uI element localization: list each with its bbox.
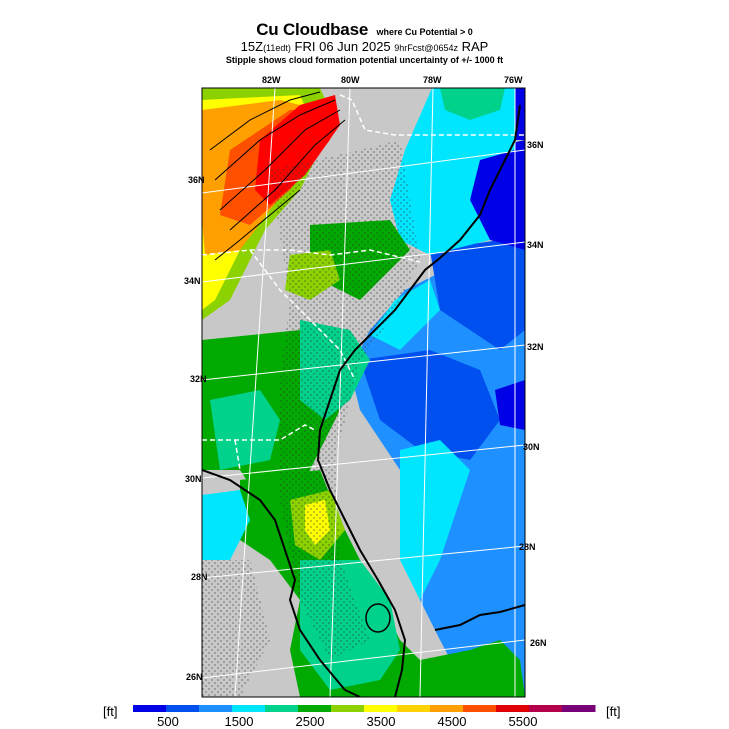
teal-strip-ne xyxy=(440,88,505,120)
lat-label-right-36n: 36N xyxy=(527,140,544,150)
ocean-cloudbase-blue-south xyxy=(360,350,500,460)
colorbar-swatch xyxy=(265,705,299,712)
lat-label-right-34n: 34N xyxy=(527,240,544,250)
colorbar-swatch xyxy=(529,705,563,712)
lon-label-76w: 76W xyxy=(504,75,523,85)
coastline xyxy=(202,104,525,697)
colorbar-swatch xyxy=(397,705,431,712)
map-title: Cu Cloudbase where Cu Potential > 0 xyxy=(0,20,729,40)
model-name: RAP xyxy=(461,39,489,54)
colorbar-tick-3500: 3500 xyxy=(366,714,396,729)
colorbar-tick-5500: 5500 xyxy=(508,714,538,729)
colorbar-tick-4500: 4500 xyxy=(437,714,467,729)
cyan-band-north xyxy=(390,88,515,255)
ocean-cloudbase-blue xyxy=(430,240,525,350)
colorbar-swatch xyxy=(364,705,398,712)
lat-label-left-30n: 30N xyxy=(185,474,202,484)
lat-lon-grid xyxy=(202,88,525,697)
cyan-band-ga xyxy=(370,280,440,350)
colorbar-swatch xyxy=(133,705,167,712)
title-condition: where Cu Potential > 0 xyxy=(376,27,473,37)
local-time: (11edt) xyxy=(263,43,291,53)
lat-label-right-26n: 26N xyxy=(530,638,547,648)
lat-label-left-34n: 34N xyxy=(184,276,201,286)
lat-label-left-26n: 26N xyxy=(186,672,203,682)
colorbar xyxy=(133,705,596,712)
colorbar-tick-500: 500 xyxy=(157,714,179,729)
stipple-uncertainty-coast xyxy=(270,140,420,660)
colorbar-unit-right: [ft] xyxy=(606,704,621,719)
state-borders xyxy=(202,94,525,471)
colorbar-unit-left: [ft] xyxy=(103,704,118,719)
forecast-time-line: 15Z(11edt) FRI 06 Jun 2025 9hrFcst@0654z… xyxy=(0,39,729,54)
colorbar-swatch xyxy=(166,705,200,712)
map-frame xyxy=(201,87,526,698)
lake-okeechobee xyxy=(365,603,391,633)
teal-area-ga xyxy=(210,390,280,470)
ocean-cloudbase-deep-blue xyxy=(470,140,525,250)
cyan-area-fl-west xyxy=(202,490,250,560)
lon-label-80w: 80W xyxy=(341,75,360,85)
colorbar-swatch xyxy=(496,705,530,712)
lat-label-right-32n: 32N xyxy=(527,342,544,352)
lat-label-left-28n: 28N xyxy=(191,572,208,582)
cyan-band-fl-east xyxy=(400,440,470,600)
colorbar-swatch xyxy=(298,705,332,712)
valid-time: 15Z xyxy=(240,39,264,54)
lat-label-right-30n: 30N xyxy=(523,442,540,452)
title-main: Cu Cloudbase xyxy=(256,20,369,39)
colorbar-swatch xyxy=(232,705,266,712)
forecast-hour: 9hrFcst@0654z xyxy=(394,43,458,53)
colorbar-swatch xyxy=(331,705,365,712)
lon-label-82w: 82W xyxy=(262,75,281,85)
colorbar-swatch xyxy=(463,705,497,712)
ocean-cloudbase-deep-blue-2 xyxy=(495,380,525,430)
lat-label-left-36n: 36N xyxy=(188,175,205,185)
colorbar-tick-1500: 1500 xyxy=(224,714,254,729)
valid-date: FRI 06 Jun 2025 xyxy=(294,39,391,54)
colorbar-swatch xyxy=(199,705,233,712)
lon-label-78w: 78W xyxy=(423,75,442,85)
lat-label-right-28n: 28N xyxy=(519,542,536,552)
stipple-note: Stipple shows cloud formation potential … xyxy=(225,55,504,65)
colorbar-tick-2500: 2500 xyxy=(295,714,325,729)
stipple-uncertainty-fl xyxy=(202,560,270,697)
colorbar-swatch xyxy=(430,705,464,712)
terrain-contours xyxy=(209,91,346,261)
colorbar-swatch xyxy=(562,705,596,712)
lat-label-left-32n: 32N xyxy=(190,374,207,384)
map-field xyxy=(202,88,525,697)
